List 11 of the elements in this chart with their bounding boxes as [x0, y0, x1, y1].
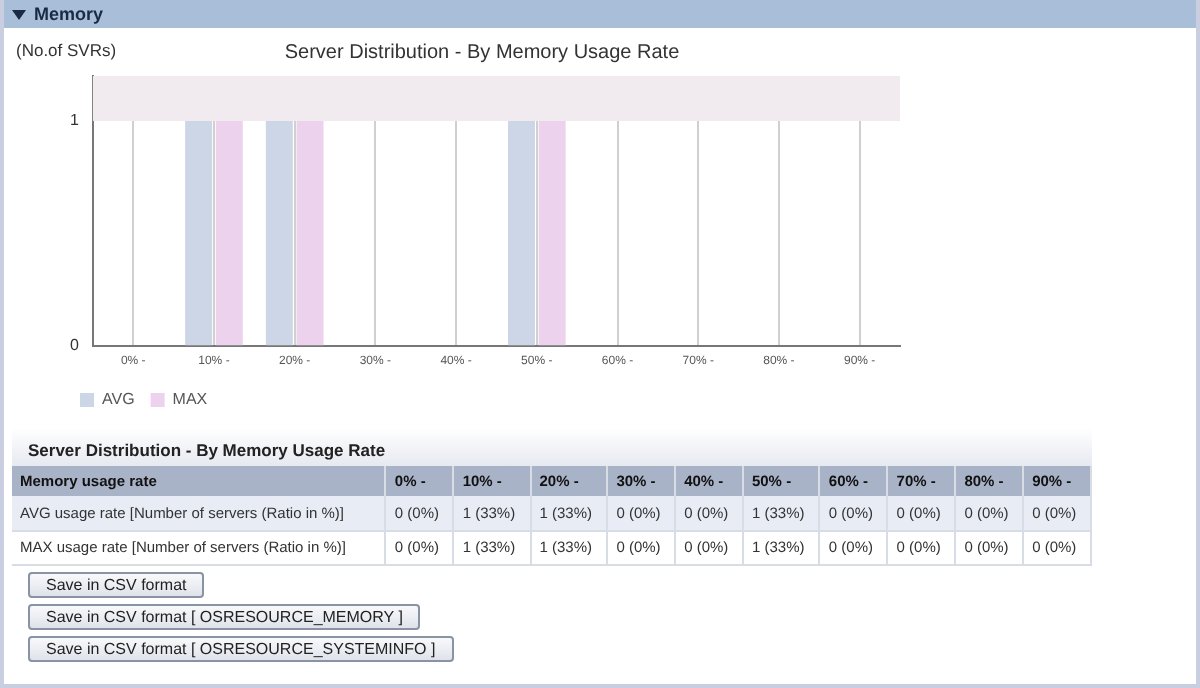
legend-label: MAX: [172, 390, 209, 409]
y-axis-title: (No.of SVRs): [16, 40, 117, 60]
y-tick-label: 1: [69, 111, 80, 130]
text: Save in CSV format [ OSRESOURCE_SYSTEMINFO ]: [28, 635, 454, 661]
text: Memory: [34, 4, 104, 24]
legend-label: AVG: [102, 390, 135, 409]
y-tick-label: 0: [69, 336, 80, 355]
text: Server Distribution - By Memory Usage Rate: [12, 428, 1092, 466]
chart-title: Server Distribution - By Memory Usage Rate: [284, 41, 681, 64]
text: Save in CSV format [ OSRESOURCE_MEMORY ]: [28, 603, 421, 629]
text: Save in CSV format: [28, 571, 205, 597]
